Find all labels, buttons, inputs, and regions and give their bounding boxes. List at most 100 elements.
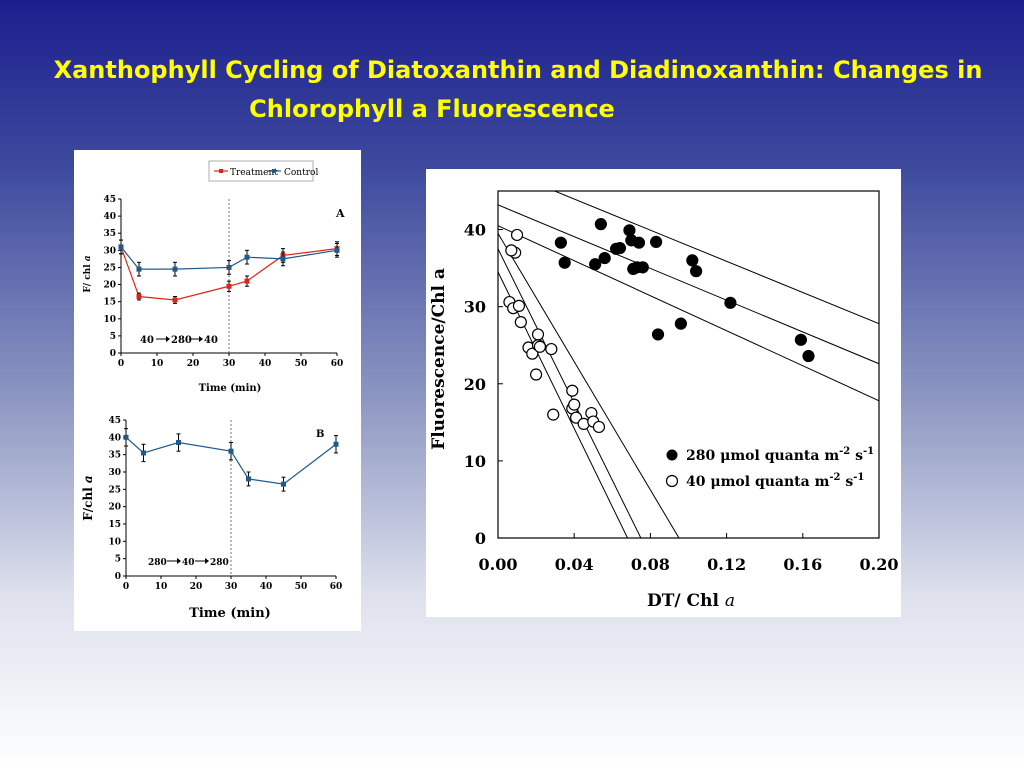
legend-control-marker (272, 169, 276, 173)
data-point-280 (686, 254, 699, 267)
x-tick-label: 0.00 (479, 555, 518, 574)
panel-b-label: B (316, 429, 324, 440)
data-point-280 (632, 236, 646, 249)
time-series-svg: Treatment Control 0 5 10 15 20 25 30 35 40 45 0 10 2… (81, 160, 345, 621)
axes-a: 0 5 10 15 20 25 30 35 40 45 0 10 20 30 40 50 60 (103, 195, 343, 369)
x-tick-label: 0.20 (860, 555, 899, 574)
legend-treatment-marker (219, 169, 223, 173)
data-point-40 (547, 408, 560, 421)
regression-line (498, 233, 680, 538)
data-point-280 (674, 317, 687, 330)
x-tick-label: 30 (225, 582, 238, 592)
legend-280-label: 280 μmol quanta m-2 s-1 (686, 446, 874, 464)
data-point-control (280, 256, 286, 262)
legend-40-marker (665, 474, 679, 488)
y-tick-label: 45 (103, 195, 116, 205)
x-tick-label: 0 (118, 359, 124, 369)
x-tick-label: 0.08 (631, 555, 670, 574)
y-tick-label: 20 (108, 503, 121, 513)
data-point-280 (594, 218, 607, 231)
y-tick-label: 40 (103, 212, 116, 222)
legend-treatment-label: Treatment (230, 168, 278, 178)
data-point-40 (505, 244, 518, 257)
x-tick-label: 0 (123, 582, 129, 592)
x-tick-label: 40 (260, 582, 273, 592)
y-tick-label: 10 (108, 537, 121, 547)
x-tick-label: 0.12 (707, 555, 746, 574)
svg-text:280: 280 (210, 558, 229, 568)
data-point-treatment (244, 278, 250, 284)
y-tick-label: 0 (475, 529, 486, 548)
axes-scatter: 0 10 20 30 40 0.00 0.04 0.08 0.12 0.16 0.20 (464, 190, 899, 574)
svg-text:40: 40 (182, 558, 195, 568)
x-tick-label: 60 (331, 359, 344, 369)
scatter-panel: 0 10 20 30 40 0.00 0.04 0.08 0.12 0.16 0.20 DT/ Ch… (426, 169, 901, 617)
x-tick-label: 10 (155, 582, 168, 592)
data-point-280 (802, 349, 815, 363)
y-tick-label: 5 (110, 332, 116, 342)
x-tick-label: 50 (295, 582, 308, 592)
data-point-40 (592, 420, 606, 434)
data-point-40 (531, 328, 545, 341)
data-point-40 (566, 384, 579, 397)
data-point-40 (514, 315, 527, 329)
y-tick-label: 35 (108, 451, 121, 461)
x-tick-label: 40 (259, 359, 272, 369)
x-tick-label: 20 (187, 359, 200, 369)
svg-text:280: 280 (148, 558, 167, 568)
regression-line (553, 191, 879, 325)
y-tick-label: 10 (103, 315, 116, 325)
data-point-40 (512, 299, 526, 312)
data-point-280 (623, 224, 636, 237)
y-tick-label: 0 (115, 572, 121, 582)
x-tick-label: 10 (151, 359, 164, 369)
y-tick-label: 30 (464, 298, 486, 317)
data-point-control (123, 434, 129, 440)
data-point-control (244, 254, 250, 260)
x-tick-label: 0.16 (783, 555, 822, 574)
data-point-280 (650, 235, 663, 248)
y-tick-label: 5 (115, 555, 121, 565)
y-tick-label: 20 (464, 375, 486, 394)
data-point-control (334, 247, 340, 253)
regression-line (498, 204, 879, 365)
x-axis-label-a: Time (min) (199, 383, 262, 394)
svg-text:40: 40 (140, 335, 154, 346)
regression-line (498, 225, 879, 402)
data-point-40 (533, 340, 547, 353)
data-point-40 (545, 342, 558, 356)
fit-lines (498, 191, 879, 538)
y-axis-label-b: F/chl a (81, 475, 95, 520)
y-tick-label: 25 (108, 485, 121, 495)
legend-280-marker (666, 449, 678, 461)
y-axis-label-a: F/ chl a (83, 255, 93, 292)
x-tick-label: 30 (223, 359, 236, 369)
panel-a-label: A (335, 207, 345, 220)
slide-title-line1: Xanthophyll Cycling of Diatoxanthin and … (53, 56, 983, 84)
chart-b: 0 5 10 15 20 25 30 35 40 45 0 10 20 30 40 50 60 B Time (… (81, 416, 342, 621)
y-tick-label: 40 (464, 221, 486, 240)
data-point-control (172, 266, 178, 272)
legend-box (208, 160, 314, 182)
data-point-treatment (172, 297, 178, 303)
svg-text:280: 280 (171, 335, 192, 346)
data-point-control (281, 481, 286, 487)
x-tick-label: 50 (295, 359, 308, 369)
chart-a: Treatment Control 0 5 10 15 20 25 30 35 40 45 0 10 2… (83, 160, 345, 394)
annotation-b: 280 40 280 (148, 558, 229, 568)
x-tick-label: 20 (190, 582, 203, 592)
data-point-control (118, 244, 124, 250)
data-point-control (228, 448, 234, 454)
y-tick-label: 15 (103, 298, 116, 308)
data-point-40 (568, 398, 581, 411)
scatter-svg: 0 10 20 30 40 0.00 0.04 0.08 0.12 0.16 0.20 DT/ Ch… (429, 190, 899, 611)
data-point-40 (529, 368, 543, 381)
legend-control-label: Control (284, 168, 318, 178)
x-tick-label: 0.04 (555, 555, 594, 574)
data-point-280 (794, 333, 807, 346)
data-point-280 (724, 296, 737, 309)
data-point-280 (589, 258, 602, 271)
y-tick-label: 15 (108, 520, 121, 530)
x-tick-label: 60 (330, 582, 343, 592)
plot-frame (497, 190, 880, 539)
